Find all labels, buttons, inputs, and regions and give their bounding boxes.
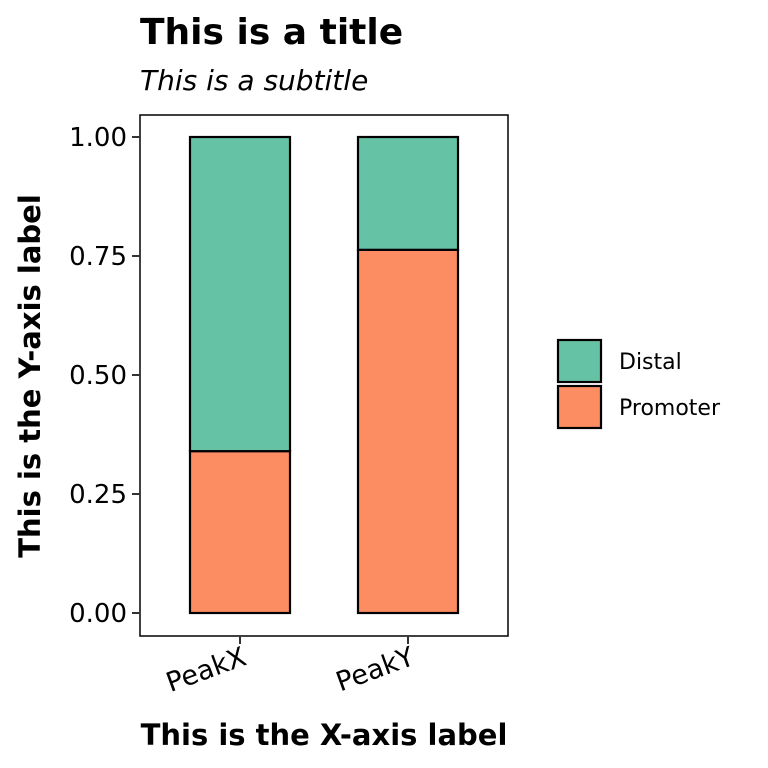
x-axis-label: This is the X-axis label bbox=[141, 718, 508, 752]
bar-peaky-distal bbox=[356, 135, 460, 251]
legend-key-promoter bbox=[556, 384, 603, 430]
bar-peakx-promoter bbox=[188, 450, 292, 615]
chart-title: This is a title bbox=[140, 12, 403, 53]
bar-peaky-promoter bbox=[356, 248, 460, 615]
y-tick-label: 1.00 bbox=[69, 123, 127, 153]
legend-label-distal: Distal bbox=[619, 350, 682, 375]
y-tick-label: 0.25 bbox=[69, 480, 127, 510]
y-tick-label: 0.75 bbox=[69, 242, 127, 272]
y-tick-label: 0.00 bbox=[69, 599, 127, 629]
chart-subtitle: This is a subtitle bbox=[140, 64, 368, 97]
legend-label-promoter: Promoter bbox=[619, 396, 721, 421]
bar-peakx-distal bbox=[188, 135, 292, 453]
legend-key-distal bbox=[556, 338, 603, 384]
x-tick-label: PeakX bbox=[162, 641, 250, 698]
y-tick-label: 0.50 bbox=[69, 361, 127, 391]
y-axis-label: This is the Y-axis label bbox=[13, 194, 47, 558]
x-tick-label: PeakY bbox=[332, 641, 419, 698]
